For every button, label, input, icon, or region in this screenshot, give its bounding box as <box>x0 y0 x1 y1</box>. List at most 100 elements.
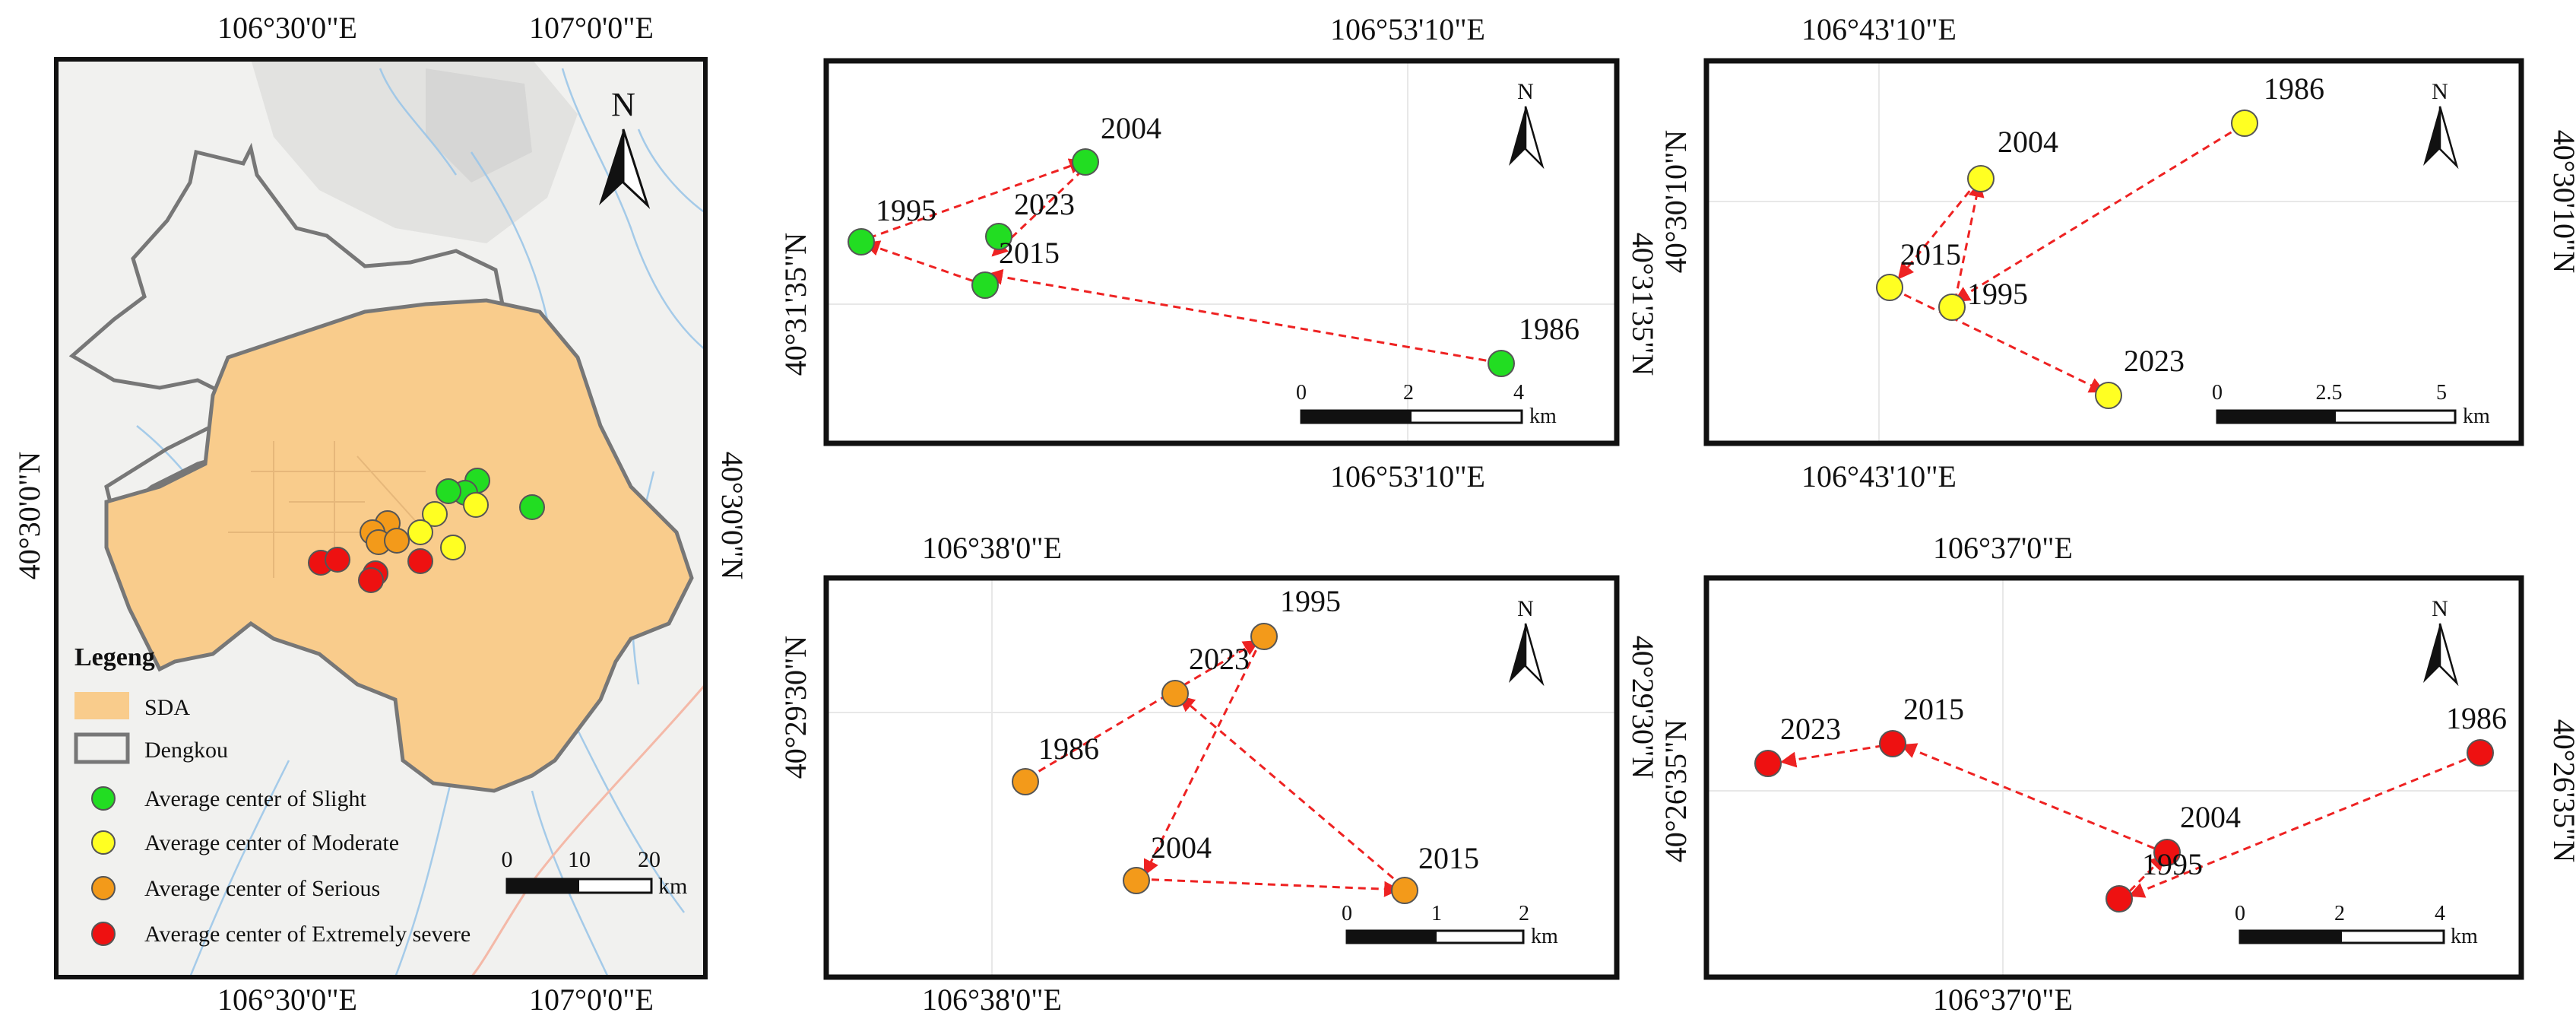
panel-extreme-north-label: N <box>2432 596 2448 621</box>
main-north-label: N <box>611 86 635 123</box>
main-bottom-lon-1: 106°30'0"E <box>217 982 357 1017</box>
panel-serious-scale-bar: 0 1 2 km <box>1342 902 1558 948</box>
year-label-2023: 2023 <box>2124 344 2185 378</box>
year-label-2004: 2004 <box>1101 111 1161 145</box>
year-label-1986: 1986 <box>1519 312 1580 346</box>
panel-slight: 106°53'10"E 106°53'10"E 40°31'35"N 40°31… <box>778 12 1660 494</box>
scale-tick: 0 <box>1342 902 1352 925</box>
main-centers <box>308 468 545 593</box>
year-label-1986: 1986 <box>2446 701 2507 735</box>
year-label-1995: 1995 <box>1280 584 1341 618</box>
panel-moderate-frame <box>1703 58 2524 446</box>
panel-serious-arrows <box>1027 638 1404 897</box>
serious-center-1995 <box>1250 623 1278 650</box>
moderate-center-2015 <box>1876 274 1903 301</box>
slight-center-1995 <box>848 228 875 256</box>
main-bottom-lon-2: 107°0'0"E <box>529 982 654 1017</box>
panel-extreme-left-lat: 40°26'35"N <box>1659 719 1693 862</box>
slight-center-2004 <box>1072 148 1099 176</box>
legend-sda: SDA <box>144 695 190 720</box>
panel-extreme-arrows <box>1779 742 2479 902</box>
scale-tick: 0 <box>1296 381 1307 405</box>
panel-moderate-top-lon: 106°43'10"E <box>1801 12 1957 46</box>
panel-extreme-scale-bar: 0 2 4 km <box>2235 902 2478 948</box>
main-moderate-center <box>463 492 489 518</box>
panel-extreme-top-lon: 106°37'0"E <box>1933 531 2073 565</box>
main-slight-center <box>436 478 461 504</box>
panel-moderate-left-lat: 40°30'10"N <box>1659 130 1693 273</box>
year-label-2004: 2004 <box>1998 125 2058 159</box>
scale-tick: 2 <box>1403 381 1414 405</box>
main-moderate-center <box>440 535 466 560</box>
slight-center-1986 <box>1488 350 1515 377</box>
year-label-2023: 2023 <box>1780 712 1841 746</box>
panel-moderate-arrows <box>1892 124 2243 393</box>
legend-dengkou-swatch <box>74 732 130 764</box>
scale-unit: km <box>1531 925 1558 948</box>
main-extreme-center <box>407 548 433 574</box>
panel-moderate: 106°43'10"E 106°43'10"E 40°30'10"N 40°30… <box>1659 12 2576 494</box>
legend-moderate-symbol <box>91 830 116 855</box>
moderate-center-1986 <box>2231 110 2258 137</box>
panel-serious-frame <box>823 575 1620 980</box>
main-scale-tick: 10 <box>568 847 591 872</box>
panel-moderate-north-arrow: N <box>2423 79 2459 170</box>
scale-tick: 0 <box>2235 902 2245 925</box>
panel-slight-top-lon: 106°53'10"E <box>1330 12 1485 46</box>
scale-tick: 0 <box>2212 381 2223 405</box>
slight-center-2023 <box>985 223 1012 250</box>
legend-serious: Average center of Serious <box>144 876 380 901</box>
panel-moderate-points <box>1876 110 2258 409</box>
scale-tick: 4 <box>1513 381 1524 405</box>
extreme-center-2023 <box>1754 750 1782 777</box>
scale-tick: 1 <box>1431 902 1442 925</box>
moderate-center-1995 <box>1938 294 1966 321</box>
year-label-1995: 1995 <box>876 193 936 227</box>
main-scale-bar: 0 10 20 km <box>502 847 688 899</box>
year-label-1986: 1986 <box>2264 71 2324 106</box>
year-label-2004: 2004 <box>1151 830 1212 865</box>
panel-serious-north-label: N <box>1517 596 1534 621</box>
extreme-center-2004 <box>2153 839 2181 866</box>
main-left-lat: 40°30'0"N <box>12 452 46 579</box>
slight-center-2015 <box>971 271 999 299</box>
panel-slight-year-labels: 1986 1995 2004 2015 2023 <box>876 111 1580 346</box>
panel-extreme: 106°37'0"E 106°37'0"E 40°26'35"N 40°26'3… <box>1659 531 2576 1017</box>
panel-serious-top-lon: 106°38'0"E <box>922 531 1062 565</box>
serious-center-2023 <box>1161 680 1189 707</box>
panel-slight-bottom-lon: 106°53'10"E <box>1330 459 1485 494</box>
terrain-shading-2 <box>426 68 532 182</box>
panel-slight-north-arrow: N <box>1509 79 1545 170</box>
panel-extreme-frame <box>1703 575 2524 980</box>
panel-extreme-bottom-lon: 106°37'0"E <box>1933 982 2073 1017</box>
panel-slight-scale-bar: 0 2 4 km <box>1296 381 1557 428</box>
panel-serious: 106°38'0"E 106°38'0"E 40°29'30"N 40°29'3… <box>778 531 1660 1017</box>
panel-slight-right-lat: 40°31'35"N <box>1626 233 1660 376</box>
main-scale-unit: km <box>658 874 687 899</box>
scale-tick: 2.5 <box>2316 381 2343 405</box>
main-serious-center <box>384 528 410 554</box>
panel-serious-year-labels: 1986 1995 2004 2015 2023 <box>1038 584 1479 875</box>
panel-moderate-scale-bar: 0 2.5 5 km <box>2212 381 2490 428</box>
year-label-1995: 1995 <box>2142 847 2203 881</box>
extreme-center-1986 <box>2467 739 2494 766</box>
year-label-1986: 1986 <box>1038 732 1099 766</box>
scale-tick: 4 <box>2435 902 2445 925</box>
main-scale-tick: 20 <box>638 847 661 872</box>
year-label-1995: 1995 <box>1967 277 2028 311</box>
moderate-center-2004 <box>1967 165 1995 192</box>
legend-sda-swatch <box>74 692 129 719</box>
legend-slight: Average center of Slight <box>144 786 366 811</box>
moderate-center-2023 <box>2095 382 2122 409</box>
year-label-2015: 2015 <box>1900 237 1961 271</box>
panel-moderate-bottom-lon: 106°43'10"E <box>1801 459 1957 494</box>
main-map: 106°30'0"E 107°0'0"E 106°30'0"E 107°0'0"… <box>12 11 749 1017</box>
main-scale-tick: 0 <box>502 847 513 872</box>
panel-moderate-right-lat: 40°30'10"N <box>2547 130 2576 273</box>
main-slight-center <box>519 494 545 520</box>
panel-extreme-north-arrow: N <box>2423 596 2459 687</box>
year-label-2004: 2004 <box>2180 800 2241 834</box>
panel-serious-north-arrow: N <box>1509 596 1545 687</box>
panel-serious-left-lat: 40°29'30"N <box>778 636 813 779</box>
legend-extreme-symbol <box>91 922 116 946</box>
